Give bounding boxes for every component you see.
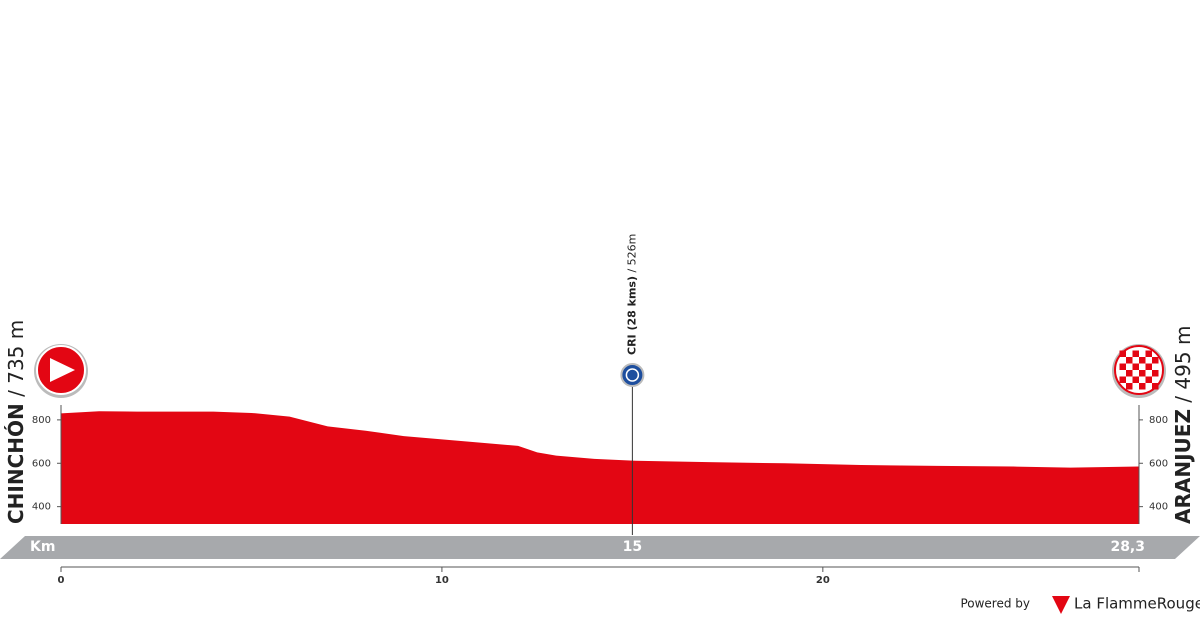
annotation-icon-inner: [625, 368, 640, 382]
checker: [1145, 350, 1152, 357]
checker: [1152, 383, 1159, 390]
start-label: CHINCHÓN / 735 m: [4, 320, 28, 524]
finish-label: ARANJUEZ / 495 m: [1171, 326, 1195, 524]
checker: [1139, 370, 1146, 377]
checker: [1119, 376, 1126, 383]
x-tick-label: 10: [435, 575, 449, 586]
y-tick-label: 800: [1149, 415, 1168, 426]
profile-area: [61, 411, 1139, 524]
checker: [1132, 363, 1139, 370]
y-tick-label: 600: [32, 458, 51, 469]
start-label-altitude: / 735 m: [4, 320, 28, 397]
checker: [1132, 376, 1139, 383]
checker: [1152, 357, 1159, 364]
finish-icon: [1112, 344, 1166, 398]
checker: [1119, 363, 1126, 370]
x-tick-label: 20: [816, 575, 830, 586]
start-label-name: CHINCHÓN: [4, 403, 28, 524]
brand: La FlammeRouge: [1074, 595, 1200, 613]
y-tick-label: 400: [32, 502, 51, 513]
checker: [1132, 350, 1139, 357]
checker: [1145, 363, 1152, 370]
checker: [1139, 383, 1146, 390]
finish-label-name: ARANJUEZ: [1171, 409, 1195, 524]
checker: [1145, 376, 1152, 383]
checker: [1152, 370, 1159, 377]
y-tick-label: 800: [32, 415, 51, 426]
checker: [1126, 383, 1133, 390]
band-unit: Km: [30, 539, 55, 555]
checker: [1126, 357, 1133, 364]
km-band: [0, 536, 1200, 559]
checker: [1126, 370, 1133, 377]
annotation-icon: [620, 363, 645, 387]
annotation-label-name: CRI (28 kms): [625, 276, 638, 355]
checker: [1139, 357, 1146, 364]
brand-logo: [1052, 596, 1070, 614]
annotation-label-altitude: / 526m: [625, 234, 638, 273]
x-tick-label: 0: [58, 575, 65, 586]
y-tick-label: 600: [1149, 458, 1168, 469]
start-icon: [34, 344, 88, 398]
checker: [1119, 350, 1126, 357]
band-mark: 15: [623, 539, 642, 555]
powered-by: Powered by: [960, 597, 1030, 611]
finish-label-altitude: / 495 m: [1171, 326, 1195, 403]
band-mark: 28,3: [1110, 539, 1145, 555]
y-tick-label: 400: [1149, 502, 1168, 513]
annotation-label: CRI (28 kms) / 526m: [625, 234, 638, 355]
